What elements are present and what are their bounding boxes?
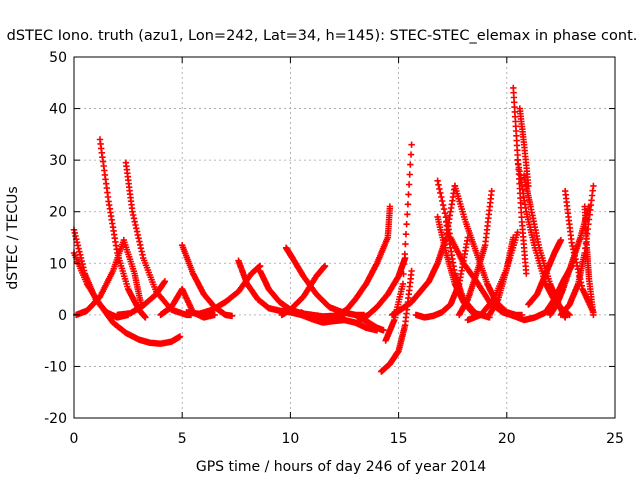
x-tick-label: 10 xyxy=(281,431,299,447)
y-tick-label: 10 xyxy=(49,256,67,272)
series-points xyxy=(486,234,517,319)
series-points xyxy=(525,236,565,308)
data-points xyxy=(70,84,597,375)
series-points xyxy=(114,278,169,319)
series-points xyxy=(581,203,597,319)
series-points xyxy=(278,262,329,319)
y-tick-label: -10 xyxy=(44,359,67,375)
x-tick-label: 5 xyxy=(178,431,187,447)
x-axis-label: GPS time / hours of day 246 of year 2014 xyxy=(196,459,486,475)
series-points xyxy=(298,309,381,334)
plot-frame xyxy=(73,56,616,419)
series-points xyxy=(382,141,415,344)
series-points xyxy=(70,249,184,347)
x-tick-label: 25 xyxy=(606,431,624,447)
x-tick-label: 15 xyxy=(390,431,408,447)
y-tick-label: 40 xyxy=(49,102,67,118)
y-tick-label: 0 xyxy=(58,308,67,324)
y-tick-label: 30 xyxy=(49,153,67,169)
series-points xyxy=(352,311,387,334)
y-tick-label: 50 xyxy=(49,50,67,66)
y-tick-label: 20 xyxy=(49,205,67,221)
series-points xyxy=(179,242,236,320)
x-tick-label: 20 xyxy=(498,431,516,447)
chart-title: dSTEC Iono. truth (azu1, Lon=242, Lat=34… xyxy=(7,28,638,44)
series-points xyxy=(334,203,394,319)
y-axis-label: dSTEC / TECUs xyxy=(5,186,21,289)
series-points xyxy=(378,267,415,375)
y-tick-label: -20 xyxy=(44,411,67,427)
x-tick-label: 0 xyxy=(70,431,79,447)
